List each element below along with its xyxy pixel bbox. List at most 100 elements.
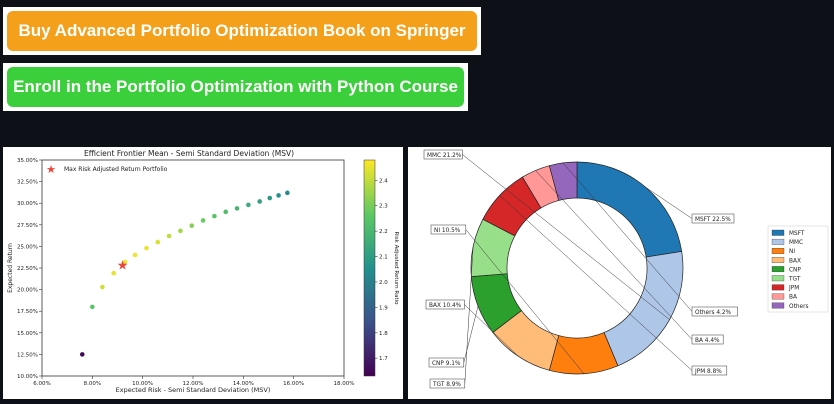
y-tick-label: 27.50% — [17, 223, 38, 229]
x-axis-ticks: 6.00% 8.00% 10.00% 12.00% 14.00% 16.00% 18.00% — [33, 376, 354, 387]
y-tick-label: 10.00% — [17, 374, 38, 380]
callout-label-mmc: MMC 21.2% — [427, 153, 462, 159]
colorbar-tick-label: 2.1 — [379, 255, 388, 261]
max-risk-adjusted-star: ★ — [117, 258, 129, 273]
legend-swatch-jpm — [771, 284, 785, 291]
callout-line — [464, 247, 474, 384]
callout-label-others: Others 4.2% — [695, 310, 732, 316]
colorbar-label: Risk Adjusted Return Ratio — [393, 231, 399, 305]
frontier-point — [223, 209, 229, 215]
y-tick-label: 20.00% — [17, 288, 38, 294]
legend-label: Max Risk Adjusted Return Portfolio — [64, 166, 168, 173]
legend: ★ Max Risk Adjusted Return Portfolio — [46, 163, 168, 176]
callout-box — [691, 334, 724, 345]
callout-label-jpm: JPM 8.8% — [694, 369, 722, 375]
frontier-point — [144, 245, 149, 251]
y-tick-label: 15.00% — [17, 331, 38, 337]
colorbar-tick-label: 1.7 — [379, 356, 388, 362]
frontier-points: ★ — [79, 190, 290, 357]
callout-label-msft: MSFT 22.5% — [695, 217, 731, 223]
frontier-point — [111, 270, 117, 276]
legend-label-tgt: TGT — [788, 277, 801, 283]
legend-swatch-others — [771, 302, 785, 309]
x-tick-label: 14.00% — [233, 381, 254, 387]
donut-slice-mmc — [603, 251, 684, 367]
callout-line — [562, 162, 693, 312]
y-tick-label: 12.50% — [17, 352, 38, 358]
x-tick-label: 10.00% — [132, 381, 153, 387]
donut-slice-others — [548, 161, 578, 201]
frontier-point — [285, 190, 290, 196]
x-tick-label: 18.00% — [334, 381, 355, 387]
colorbar-tick-label: 2.0 — [379, 280, 388, 286]
frontier-point — [166, 233, 172, 239]
efficient-frontier-chart: Efficient Frontier Mean - Semi Standard … — [7, 149, 399, 394]
callout-box — [429, 378, 466, 389]
y-tick-label: 35.00% — [17, 158, 38, 164]
enroll-course-button[interactable]: Enroll in the Portfolio Optimization wit… — [7, 67, 464, 107]
callout-line — [535, 170, 693, 340]
x-tick-label: 12.00% — [183, 381, 204, 387]
callout-line — [499, 195, 693, 371]
colorbar-tick-label: 2.4 — [379, 178, 388, 184]
legend-swatch-ba — [771, 293, 785, 300]
legend-swatch-ni — [771, 248, 785, 254]
legend-label-bax: BAX — [789, 258, 801, 264]
donut-labels: MSFT 22.5% MMC 21.2% NI 10.5% BAX 10.4% CNP … — [423, 149, 738, 389]
y-tick-label: 30.00% — [17, 201, 38, 207]
y-tick-label: 32.50% — [17, 180, 38, 186]
callout-line — [464, 304, 519, 357]
legend-swatch-mmc — [771, 238, 785, 245]
colorbar-tick-label: 1.9 — [379, 305, 388, 311]
y-axis-label: Expected Return — [7, 243, 14, 293]
callout-box — [425, 299, 465, 310]
donut-slice-msft — [576, 161, 683, 258]
frontier-point — [132, 252, 138, 258]
buy-book-springer-button[interactable]: Buy Advanced Portfolio Optimization Book… — [7, 11, 477, 51]
frontier-point — [100, 284, 105, 290]
callout-label-ba: BA 4.4% — [695, 338, 720, 344]
colorbar-tick-label: 2.2 — [379, 229, 388, 235]
legend-label-mmc: MMC — [789, 240, 803, 246]
legend-label-jpm: JPM — [788, 286, 799, 292]
frontier-point — [212, 213, 217, 219]
legend-swatch-bax — [771, 257, 785, 263]
legend-star-marker: ★ — [46, 163, 56, 176]
callout-box — [430, 224, 467, 235]
y-tick-label: 22.50% — [17, 266, 38, 272]
callout-label-tgt: TGT 8.9% — [432, 382, 461, 388]
donut-slices — [470, 161, 684, 375]
colorbar — [363, 159, 376, 377]
x-tick-label: 16.00% — [283, 381, 304, 387]
frontier-point — [79, 352, 85, 357]
frontier-point — [200, 218, 206, 223]
legend-swatch-msft — [771, 229, 785, 236]
frontier-point — [155, 239, 161, 245]
callout-box — [691, 365, 728, 376]
callout-line — [462, 154, 670, 320]
callout-label-ni: NI 10.5% — [434, 228, 461, 234]
colorbar-ticks: 1.7 1.8 1.9 2.0 2.1 2.2 2.3 2.4 — [375, 178, 388, 362]
frontier-point — [276, 193, 281, 198]
frontier-point — [178, 228, 183, 234]
frontier-point — [122, 259, 128, 265]
legend-label-ni: NI — [789, 249, 795, 255]
chart-title: Efficient Frontier Mean - Semi Standard … — [84, 149, 294, 158]
donut-legend: MSFT MMC NI BAX CNP TGT JPM BA Others — [767, 225, 829, 313]
callout-box — [691, 306, 738, 317]
y-tick-label: 17.50% — [17, 309, 38, 315]
course-button-frame: Enroll in the Portfolio Optimization wit… — [3, 63, 468, 111]
callout-line — [463, 306, 479, 363]
x-tick-label: 6.00% — [33, 381, 50, 387]
frontier-point — [90, 304, 95, 310]
callout-line — [645, 187, 693, 219]
legend-swatch-cnp — [771, 266, 785, 273]
colorbar-tick-label: 1.8 — [379, 331, 388, 337]
efficient-frontier-chart-panel: Efficient Frontier Mean - Semi Standard … — [3, 147, 403, 399]
portfolio-weights-donut-chart: MSFT 22.5% MMC 21.2% NI 10.5% BAX 10.4% CNP … — [423, 149, 829, 389]
legend-label-ba: BA — [789, 295, 797, 301]
frontier-point — [246, 202, 251, 208]
portfolio-weights-panel: MSFT 22.5% MMC 21.2% NI 10.5% BAX 10.4% CNP … — [408, 147, 831, 399]
callout-label-cnp: CNP 9.1% — [432, 361, 461, 367]
y-axis-ticks: 10.00% 12.50% 15.00% 17.50% 20.00% 22.50% 25.0… — [17, 158, 42, 380]
